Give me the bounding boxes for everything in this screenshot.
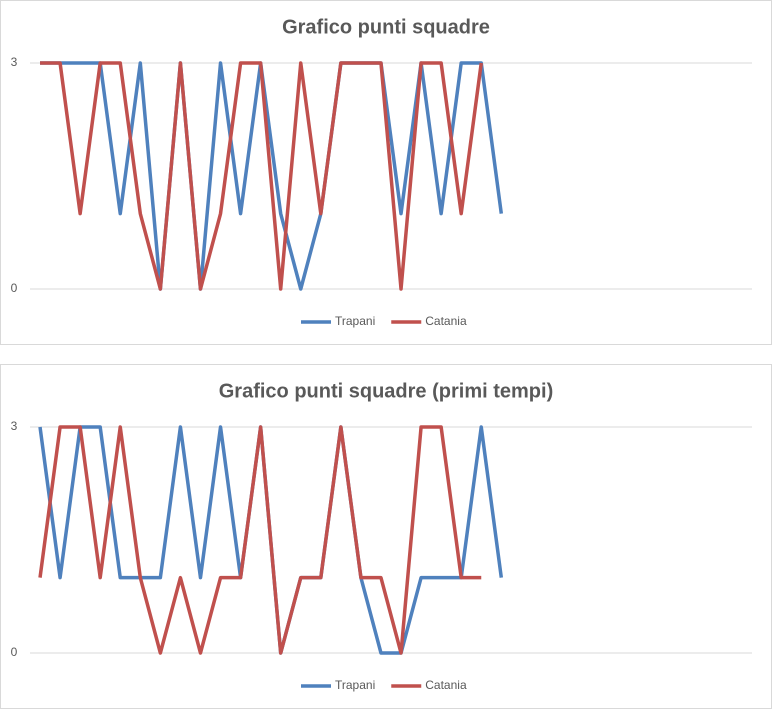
y-tick-label: 0 — [11, 645, 18, 659]
y-tick-label: 0 — [11, 281, 18, 295]
chart-frame — [0, 364, 772, 709]
legend-label: Catania — [425, 314, 467, 328]
y-tick-label: 3 — [11, 419, 18, 433]
legend-label: Catania — [425, 678, 467, 692]
chart: Grafico punti squadre 0 3 Trapani Catania — [0, 0, 772, 345]
legend-label: Trapani — [335, 678, 375, 692]
line — [38, 425, 482, 655]
chart-frame — [0, 0, 772, 345]
chart: Grafico punti squadre (primi tempi) 0 3 Tra… — [0, 364, 772, 709]
line — [40, 61, 504, 291]
chart-title: Grafico punti squadre (primi tempi) — [219, 380, 553, 402]
y-tick-label: 3 — [11, 55, 18, 69]
line — [40, 61, 483, 291]
chart-title: Grafico punti squadre — [282, 16, 490, 38]
legend-label: Trapani — [335, 314, 375, 328]
